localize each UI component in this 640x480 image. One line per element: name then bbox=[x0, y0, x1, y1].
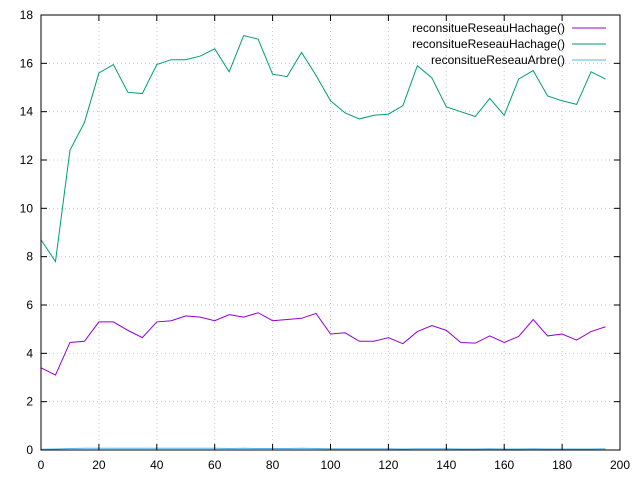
y-tick-label: 14 bbox=[20, 105, 34, 119]
series-line-2 bbox=[40, 34, 606, 263]
y-tick-label: 16 bbox=[20, 56, 34, 70]
series-lines bbox=[40, 34, 606, 450]
y-tick-label: 0 bbox=[26, 443, 33, 457]
y-tick-label: 12 bbox=[20, 153, 34, 167]
axis-ticks bbox=[40, 14, 621, 451]
y-tick-label: 6 bbox=[26, 298, 33, 312]
series-line-1 bbox=[40, 312, 606, 376]
plot-frame bbox=[40, 14, 621, 451]
x-tick-label: 180 bbox=[552, 458, 572, 472]
x-tick-label: 80 bbox=[266, 458, 280, 472]
x-tick-label: 160 bbox=[494, 458, 514, 472]
y-axis-tick-labels: 0 2 4 6 8 10 12 14 16 18 bbox=[20, 8, 34, 457]
legend-label: reconsitueReseauHachage() bbox=[412, 37, 565, 51]
grid bbox=[41, 15, 620, 450]
x-tick-label: 100 bbox=[320, 458, 340, 472]
x-tick-label: 20 bbox=[92, 458, 106, 472]
x-tick-label: 120 bbox=[378, 458, 398, 472]
x-tick-label: 140 bbox=[436, 458, 456, 472]
legend-label: reconsitueReseauArbre() bbox=[431, 53, 565, 67]
y-tick-label: 2 bbox=[26, 395, 33, 409]
series-line-3 bbox=[40, 447, 606, 450]
legend-label: reconsitueReseauHachage() bbox=[412, 21, 565, 35]
x-tick-label: 200 bbox=[610, 458, 630, 472]
x-axis-tick-labels: 0 20 40 60 80 100 120 140 160 180 200 bbox=[38, 458, 631, 472]
x-tick-label: 0 bbox=[38, 458, 45, 472]
y-tick-label: 10 bbox=[20, 201, 34, 215]
x-tick-label: 60 bbox=[208, 458, 222, 472]
y-tick-label: 8 bbox=[26, 250, 33, 264]
legend: reconsitueReseauHachage() reconsitueResea… bbox=[412, 21, 606, 67]
y-tick-label: 18 bbox=[20, 8, 34, 22]
y-tick-label: 4 bbox=[26, 346, 33, 360]
x-tick-label: 40 bbox=[150, 458, 164, 472]
